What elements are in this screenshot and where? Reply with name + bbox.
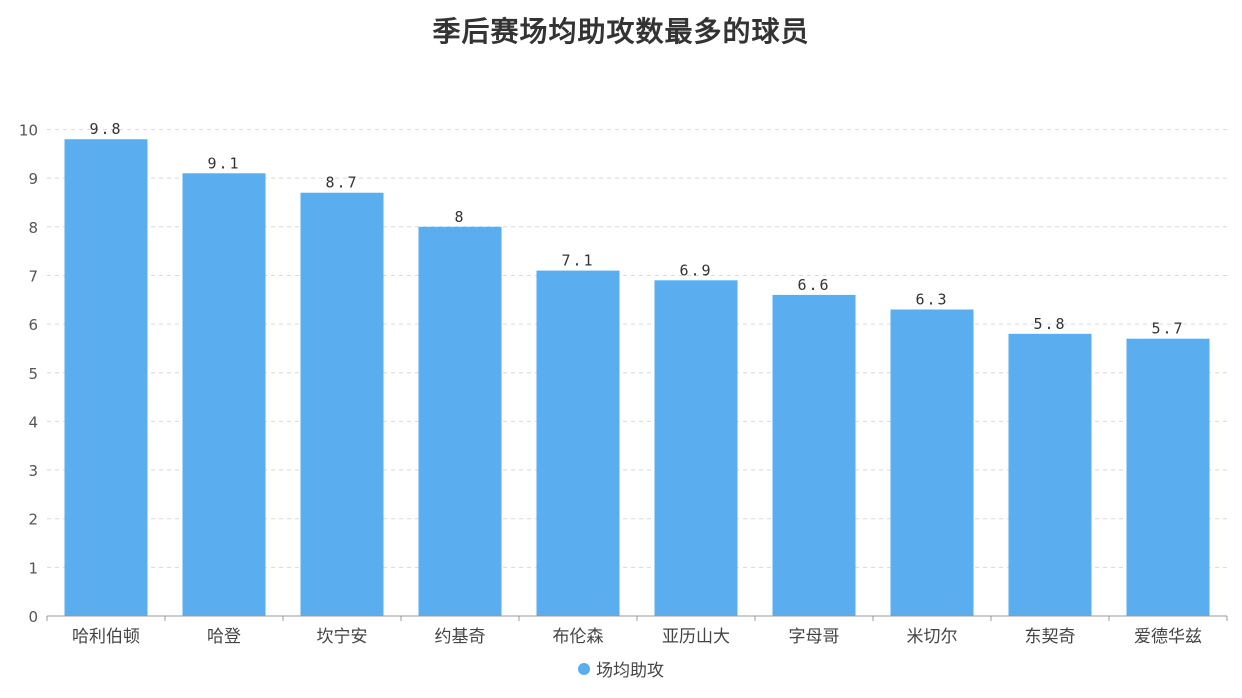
x-tick-label: 米切尔 [907,627,958,647]
x-tick-label: 哈利伯顿 [72,627,140,647]
bar [1008,333,1092,616]
bars [64,139,1210,617]
data-label: 5.7 [1151,320,1184,338]
data-label: 6.3 [915,291,948,309]
x-tick-label: 东契奇 [1025,627,1076,647]
data-label: 6.9 [679,261,712,279]
bar [1126,338,1210,616]
data-label: 5.8 [1033,315,1066,333]
x-axis: 哈利伯顿 哈登 坎宁安 约基奇 布伦森 亚历山大 字母哥 米切尔 东契奇 爱德华兹 [46,615,1228,647]
legend-item[interactable]: 场均助攻 [578,656,664,681]
y-tick-label: 10 [19,122,38,140]
y-tick-label: 9 [28,170,38,188]
bar [182,173,266,616]
y-tick-label: 7 [28,267,38,285]
chart-title: 季后赛场均助攻数最多的球员 [432,15,810,48]
legend-label: 场均助攻 [596,661,664,681]
y-tick-label: 1 [28,559,38,577]
bar [772,294,856,616]
bar [890,309,974,616]
x-tick-label: 哈登 [207,627,241,647]
data-label: 6.6 [797,276,830,294]
y-tick-label: 2 [28,511,38,529]
legend: 场均助攻 [0,656,1242,681]
data-label: 8 [454,208,465,226]
bar [654,280,738,616]
bar [536,270,620,616]
x-tick-label: 亚历山大 [662,627,730,647]
bar [64,139,148,617]
data-label: 7.1 [561,252,594,270]
x-tick-label: 爱德华兹 [1134,627,1202,647]
data-label: 8.7 [325,174,358,192]
x-tick-label: 布伦森 [553,627,604,647]
legend-dot-icon [578,662,590,675]
y-tick-label: 4 [28,413,38,431]
data-label: 9.8 [89,120,122,138]
data-labels: 9.8 9.1 8.7 8 7.1 6.9 6.6 6.3 5.8 5.7 [89,120,1184,338]
x-tick-label: 约基奇 [435,627,486,647]
y-tick-label: 8 [28,219,38,237]
y-tick-label: 6 [28,316,38,334]
bar [418,226,502,617]
x-tick-label: 坎宁安 [317,627,368,647]
y-axis: 0 1 2 3 4 5 6 7 8 9 10 [19,122,38,627]
y-tick-label: 5 [28,365,38,383]
x-tick-label: 字母哥 [789,627,840,647]
y-tick-label: 0 [28,608,38,626]
y-tick-label: 3 [28,462,38,480]
data-label: 9.1 [207,154,240,172]
bar [300,192,384,616]
